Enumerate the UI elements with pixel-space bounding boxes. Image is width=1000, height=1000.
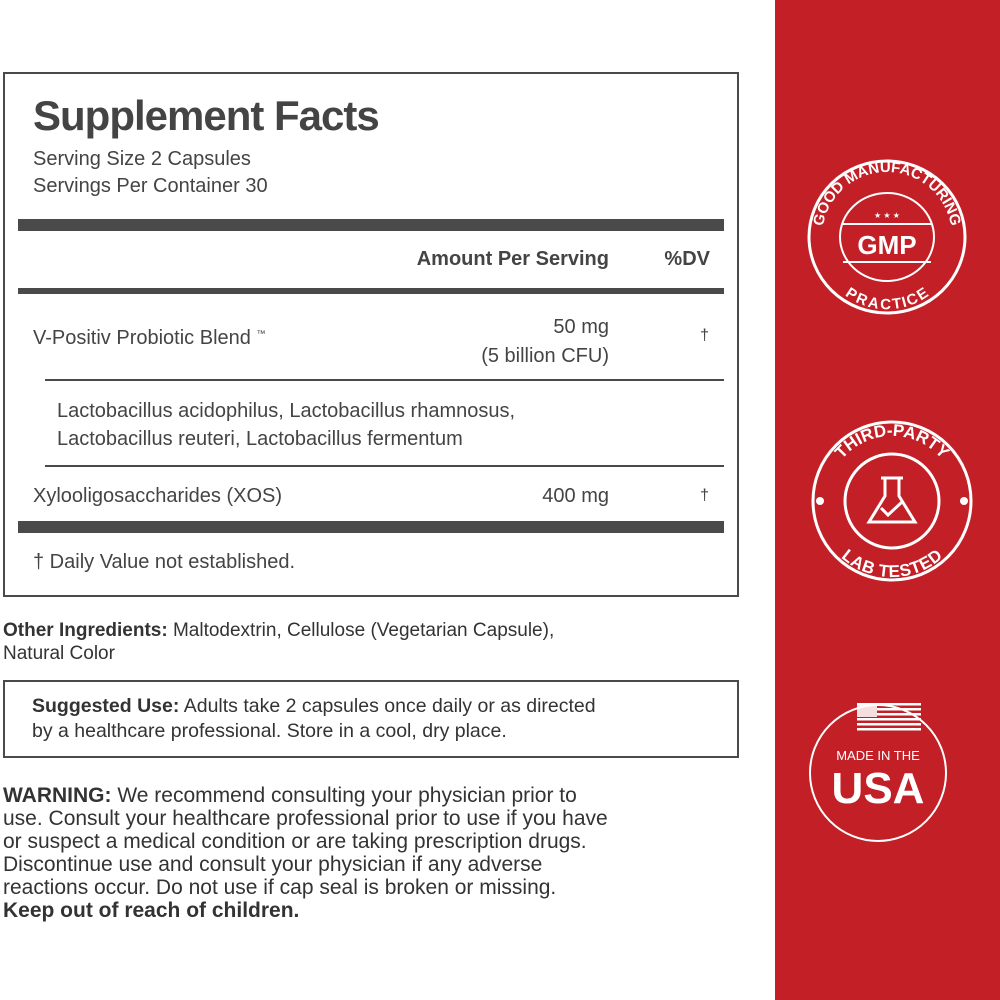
- divider-thick: [18, 521, 724, 533]
- badges: ★ ★ ★ GMP GOOD MANUFACTURING PRACTICE TH…: [807, 159, 973, 842]
- footnote: † Daily Value not established.: [33, 551, 296, 573]
- serving-size: Serving Size 2 Capsules: [33, 148, 251, 170]
- gmp-badge: [807, 159, 967, 315]
- blend-line: Lactobacillus acidophilus, Lactobacillus…: [57, 400, 516, 422]
- servings-per-container: Servings Per Container 30: [33, 175, 268, 197]
- svg-text:LAB TESTED: LAB TESTED: [838, 546, 945, 582]
- other-ingredients: Other Ingredients: Maltodextrin, Cellulo…: [3, 620, 555, 664]
- facts-title: Supplement Facts: [33, 92, 380, 139]
- us-flag-icon: [857, 703, 921, 731]
- warning-text: WARNING: We recommend consulting your ph…: [3, 784, 608, 922]
- flask-check-icon: [866, 476, 918, 524]
- keep-away-children: Keep out of reach of children.: [3, 899, 300, 922]
- divider-thin: [45, 379, 724, 381]
- row-name: V-Positiv Probiotic Blend ™: [33, 327, 266, 349]
- lab-bottom-text: LAB TESTED: [838, 546, 945, 582]
- gmp-bottom-text: PRACTICE: [843, 284, 932, 313]
- suggested-use-box: Suggested Use: Adults take 2 capsules on…: [3, 680, 739, 758]
- row-amount: 400 mg: [542, 485, 609, 507]
- svg-text:PRACTICE: PRACTICE: [843, 284, 932, 313]
- lab-badge: [811, 420, 973, 582]
- supplement-facts-panel: Supplement Facts Serving Size 2 Capsules…: [3, 72, 739, 597]
- row-amount: 50 mg: [553, 316, 609, 338]
- gmp-label: GMP: [857, 230, 916, 260]
- made-in-text: MADE IN THE: [836, 748, 920, 763]
- stars: ★ ★ ★: [874, 211, 900, 220]
- row-dv: †: [700, 327, 709, 344]
- divider-thick: [18, 219, 724, 231]
- header-dv: %DV: [664, 248, 710, 270]
- row-name: Xylooligosaccharides (XOS): [33, 485, 282, 507]
- row-amount-sub: (5 billion CFU): [481, 345, 609, 367]
- header-amount: Amount Per Serving: [416, 248, 609, 270]
- row-dv: †: [700, 487, 709, 504]
- usa-text: USA: [832, 764, 925, 813]
- divider-thin: [45, 465, 724, 467]
- svg-text:THIRD-PARTY: THIRD-PARTY: [831, 421, 953, 463]
- divider-medium: [18, 288, 724, 294]
- lab-top-text: THIRD-PARTY: [831, 421, 953, 463]
- blend-line: Lactobacillus reuteri, Lactobacillus fer…: [57, 428, 463, 450]
